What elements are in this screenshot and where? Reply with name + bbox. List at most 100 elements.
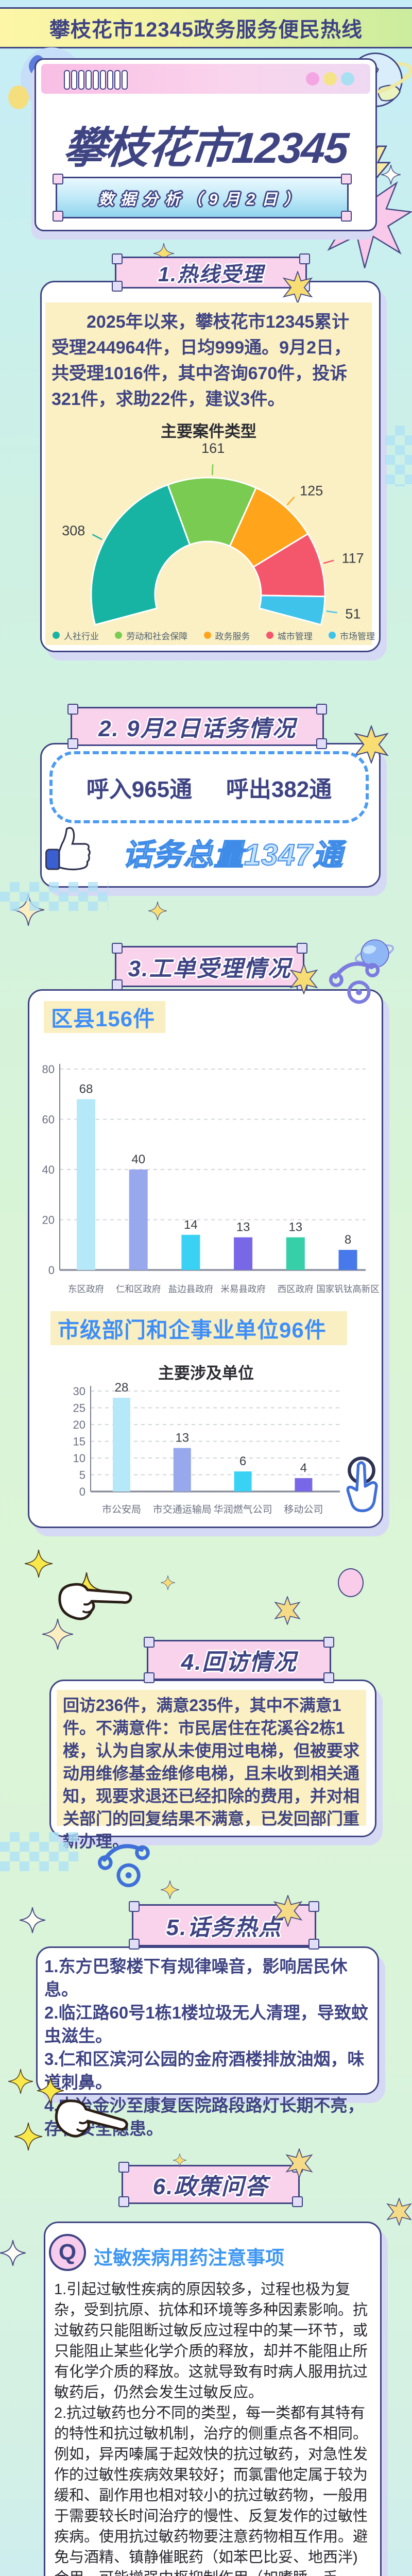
- legend-item: 劳动和社会保障: [115, 629, 187, 642]
- callback-text: 回访236件，满意235件，其中不满意1件。不满意件：市民居住在花溪谷2栋1楼，…: [63, 1696, 360, 1851]
- bar-value-label: 40: [131, 1153, 145, 1166]
- section6-banner-label: 6.政策问答: [152, 2174, 269, 2199]
- svg-text:40: 40: [42, 1163, 55, 1176]
- donut-slice: [258, 595, 326, 626]
- bar-category-label: 市交通运输局: [153, 1504, 212, 1515]
- case-type-donut-chart: 308 161 125 117 51: [62, 441, 364, 626]
- answer-paragraph-2: 2.抗过敏药也分不同的类型，每一类都有其特有的特性和抗过敏机制，治疗的侧重点各不…: [54, 2405, 368, 2576]
- list-item: 3.仁和区滨河公园的金府酒楼排放油烟，味道刺鼻。: [44, 2049, 365, 2092]
- bar-category-label: 盐边县政府: [168, 1284, 214, 1294]
- legend-item: 城市管理: [266, 629, 313, 642]
- section6-card: [44, 2222, 382, 2576]
- call-total: 话务总量1347通: [122, 838, 344, 872]
- pointing-hand-icon: [56, 1572, 133, 1630]
- bar-category-label: 华润燃气公司: [214, 1504, 272, 1515]
- call-in-count: 呼入965通: [86, 777, 193, 802]
- county-bar-chart: 0 20 40 60 80 68 东区政府 40 仁和区政府 14 盐边县政府 13 米易县政府 13 西区…: [42, 1063, 380, 1294]
- list-item: 1.东方巴黎楼下有规律噪音，影响居民休息。: [44, 1957, 348, 1999]
- sparkle-icon: [20, 1907, 45, 1933]
- section3-banner: 3.工单受理情况: [112, 943, 307, 990]
- donut-legend: 人社行业 劳动和社会保障 政务服务 城市管理 市场管理: [47, 628, 380, 643]
- section5-banner-label: 5.话务热点: [166, 1915, 282, 1940]
- sparkle-icon: [161, 1880, 179, 1899]
- legend-dot: [203, 632, 211, 639]
- bar-category-label: 移动公司: [284, 1504, 323, 1515]
- legend-item: 政务服务: [203, 629, 250, 642]
- legend-dot: [115, 632, 123, 639]
- call-out-count: 呼出382通: [226, 777, 332, 802]
- window-dot-blue: [341, 72, 354, 86]
- donut-value-label: 125: [300, 483, 323, 498]
- bar-value-label: 6: [239, 1454, 246, 1468]
- sparkle-icon: [0, 2240, 26, 2266]
- sparkle-icon: [25, 1550, 53, 1578]
- bar: [181, 1234, 200, 1270]
- browser-window: 攀枝花市12345 数据分析（9月2日）: [35, 58, 377, 231]
- section4-banner: 4.回访情况: [144, 1637, 334, 1683]
- thumbs-up-icon: [43, 823, 95, 875]
- bar-value-label: 8: [345, 1233, 351, 1247]
- checker-decoration: [385, 426, 412, 486]
- section4-panel: [57, 1690, 366, 1826]
- bar-category-label: 国家钒钛高新区: [316, 1284, 380, 1294]
- star-icon: [281, 271, 314, 304]
- svg-text:0: 0: [48, 1264, 55, 1277]
- phone-doodle-icon: [95, 1834, 156, 1895]
- star-icon: [385, 2198, 412, 2226]
- pointing-hand-icon: [46, 2086, 134, 2158]
- window-dot-pink: [306, 72, 319, 86]
- section6-banner: 6.政策问答: [118, 2162, 303, 2207]
- list-item: 2.临江路60号1栋1楼垃圾无人清理，导致蚊虫滋生。: [44, 2003, 368, 2045]
- sparkle-icon: [148, 902, 167, 920]
- svg-text:80: 80: [42, 1063, 55, 1076]
- bar-category-label: 仁和区政府: [116, 1284, 161, 1294]
- checker-decoration: [0, 882, 108, 911]
- section3-banner-label: 3.工单受理情况: [128, 956, 291, 981]
- yellow-dot: [8, 86, 29, 109]
- section1-banner: 1.热线受理: [112, 253, 310, 292]
- answer-text: 1.引起过敏性疾病的原因较多，过程也极为复杂，受到抗原、抗体和环境等多种因素影响…: [54, 2279, 368, 2576]
- bar-value-label: 28: [115, 1381, 129, 1395]
- svg-text:30: 30: [73, 1385, 85, 1398]
- phone-doodle-icon: [108, 2567, 169, 2576]
- donut-slice: [90, 483, 191, 626]
- svg-text:25: 25: [73, 1402, 85, 1415]
- window-title: 攀枝花市12345: [61, 124, 350, 172]
- bar-value-label: 13: [175, 1431, 189, 1445]
- sparkle-icon: [161, 1575, 175, 1590]
- legend-dot: [53, 632, 60, 639]
- bar: [129, 1170, 148, 1270]
- legend-dot: [266, 632, 273, 639]
- sparkle-icon: [381, 165, 401, 184]
- sparkle-icon: [153, 243, 174, 264]
- bar: [234, 1237, 253, 1270]
- section2-banner: 2. 9月2日话务情况: [67, 704, 327, 749]
- question-title: 过敏疾病用药注意事项: [94, 2247, 284, 2268]
- star-icon: [273, 1596, 302, 1625]
- sparkle-icon: [173, 2154, 186, 2167]
- call-stats-box: 呼入965通 呼出382通: [49, 751, 369, 823]
- cursor-hand-icon: [336, 1449, 387, 1518]
- question-badge: Q: [49, 2234, 86, 2271]
- checker-decoration: [0, 1832, 78, 1871]
- bar-category-label: 东区政府: [68, 1284, 104, 1294]
- svg-text:15: 15: [73, 1435, 85, 1448]
- svg-text:20: 20: [73, 1418, 85, 1431]
- section2-banner-label: 2. 9月2日话务情况: [98, 716, 296, 741]
- section4-banner-label: 4.回访情况: [181, 1650, 297, 1675]
- city-heading: 市级部门和企事业单位96件: [50, 1311, 347, 1345]
- sparkle-icon: [8, 2069, 33, 2094]
- bar: [338, 1250, 357, 1270]
- bar-value-label: 13: [236, 1221, 250, 1234]
- window-subtitle: 数据分析（9月2日）: [98, 191, 306, 208]
- star-icon: [284, 2148, 314, 2178]
- sparkle-icon: [37, 2077, 64, 2104]
- window-dot-yellow: [323, 72, 337, 86]
- bar: [77, 1099, 95, 1270]
- bar: [234, 1471, 252, 1492]
- star-icon: [352, 725, 390, 764]
- svg-text:60: 60: [42, 1113, 55, 1126]
- bar: [173, 1448, 191, 1492]
- donut-value-label: 308: [62, 523, 85, 538]
